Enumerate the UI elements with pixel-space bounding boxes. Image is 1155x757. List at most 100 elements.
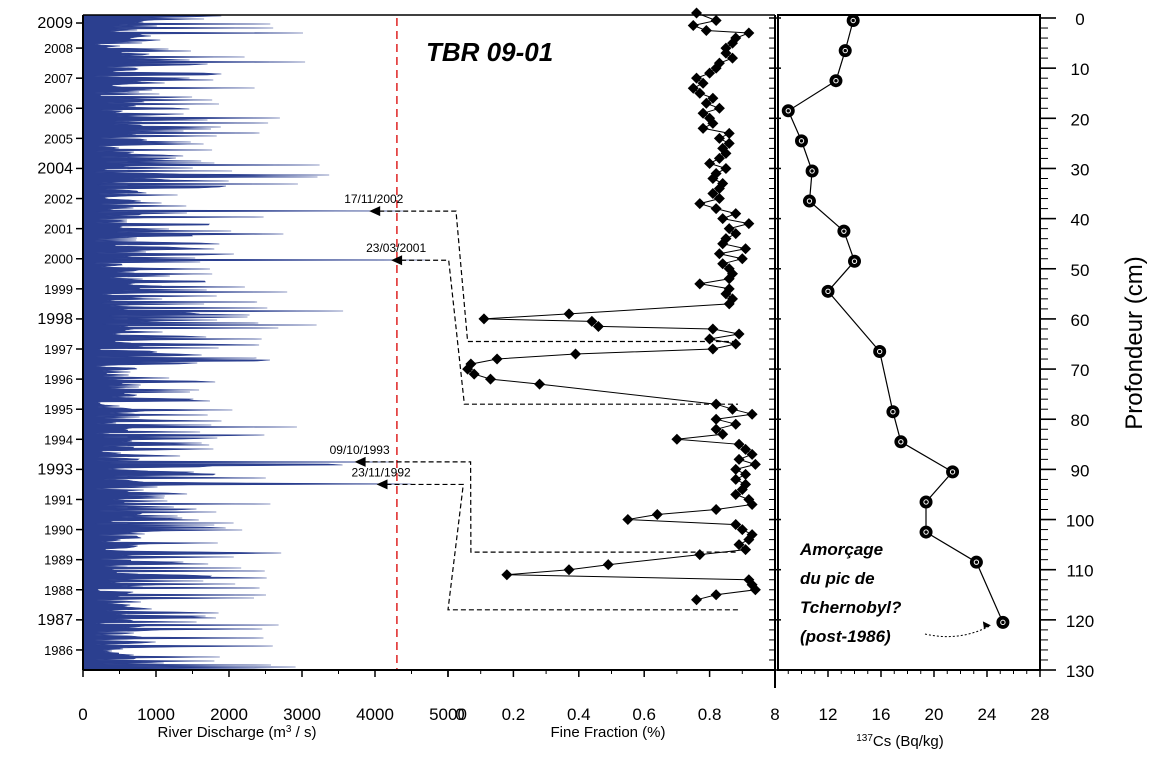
fine-fraction-point — [730, 208, 742, 220]
year-label: 1999 — [44, 282, 73, 297]
fine-fraction-point — [740, 443, 752, 455]
discharge-tick-label: 1000 — [137, 705, 175, 724]
cesium-point-ring — [841, 228, 847, 234]
cesium-point — [781, 104, 795, 118]
cesium-tick-label: 16 — [872, 705, 891, 724]
depth-tick-label: 10 — [1071, 60, 1090, 79]
fine-fraction-point — [733, 539, 745, 551]
depth-tick-label: 80 — [1071, 411, 1090, 430]
depth-tick-label: 20 — [1071, 110, 1090, 129]
year-label: 1987 — [37, 612, 73, 629]
cesium-tick-label: 24 — [978, 705, 997, 724]
discharge-tick-label: 2000 — [210, 705, 248, 724]
cesium-point-ring — [851, 258, 858, 264]
cesium-point — [846, 14, 860, 28]
cesium-panel — [781, 14, 1010, 629]
fine-fraction-point — [713, 102, 725, 114]
fine-fraction-point — [622, 514, 634, 526]
cesium-point — [805, 164, 819, 178]
cesium-point-ring — [876, 348, 883, 355]
fine-fraction-point — [691, 594, 703, 606]
fine-fraction-point — [740, 243, 752, 255]
depth-tick-label: 40 — [1071, 211, 1090, 230]
cesium-point — [919, 525, 933, 539]
fine-fraction-point — [462, 363, 474, 375]
depth-tick-label: 100 — [1066, 512, 1094, 531]
discharge-tick-label: 0 — [78, 705, 87, 724]
fine-fraction-panel — [462, 7, 761, 606]
fine-fraction-point — [749, 584, 761, 596]
year-label: 1996 — [44, 372, 73, 387]
fine-fraction-point — [694, 278, 706, 290]
fine-fraction-point — [733, 438, 745, 450]
fine-fraction-point — [717, 213, 729, 225]
fine-fraction-point — [746, 498, 758, 510]
flood-event-connector — [401, 259, 738, 405]
fine-fraction-point — [713, 132, 725, 144]
fine-fraction-point — [746, 408, 758, 420]
discharge-tick-label: 4000 — [356, 705, 394, 724]
year-label: 1988 — [44, 583, 73, 598]
fine-fraction-point — [746, 448, 758, 460]
cesium-point-ring — [825, 288, 831, 295]
fine-fraction-point — [710, 62, 722, 74]
fine-fraction-point — [563, 564, 575, 576]
fine-fraction-point — [743, 534, 755, 546]
cesium-point — [873, 345, 887, 359]
fine-fraction-point — [697, 122, 709, 134]
cesium-line — [787, 20, 1004, 623]
flood-event-date: 17/11/2002 — [344, 192, 403, 206]
cesium-point — [919, 495, 933, 509]
fine-fraction-point — [717, 428, 729, 440]
fine-fraction-point — [707, 172, 719, 184]
cesium-point-ring — [798, 138, 805, 144]
fine-fraction-point — [736, 483, 748, 495]
discharge-tick-label: 5000 — [429, 705, 467, 724]
fine-fraction-point — [697, 77, 709, 89]
fine-fraction-point — [710, 203, 722, 215]
cesium-point — [969, 555, 983, 569]
cesium-axis-title: 137Cs (Bq/kg) — [856, 733, 944, 751]
year-label: 2000 — [44, 252, 73, 267]
cesium-point-ring — [923, 529, 929, 535]
fine-fraction-point — [704, 157, 716, 169]
annotation-line: (post-1986) — [800, 627, 891, 646]
cesium-point — [996, 615, 1010, 629]
cesium-point — [838, 44, 852, 58]
year-label: 2004 — [37, 160, 73, 177]
fine-fraction-point — [697, 107, 709, 119]
depth-tick-label: 90 — [1071, 461, 1090, 480]
cesium-point — [837, 224, 851, 238]
fine-fraction-point — [730, 488, 742, 500]
fine-fraction-point — [723, 127, 735, 139]
depth-tick-label: 110 — [1066, 562, 1093, 581]
depth-tick-label: 60 — [1071, 311, 1090, 330]
fine-fraction-point — [749, 458, 761, 470]
year-label: 2006 — [44, 101, 73, 116]
fine-fraction-point — [710, 15, 722, 27]
depth-tick-label: 130 — [1066, 662, 1094, 681]
fine-fraction-point — [602, 559, 614, 571]
fine-fraction-point — [713, 248, 725, 260]
fine-fraction-point — [730, 519, 742, 531]
fine-fraction-point — [726, 37, 738, 49]
depth-axis-title: Profondeur (cm) — [1121, 256, 1148, 429]
fine-fraction-point — [586, 315, 598, 327]
fine-tick-label: 0.6 — [632, 705, 656, 724]
flood-event-arrowhead — [369, 206, 381, 217]
cesium-tick-label: 8 — [770, 705, 779, 724]
fine-fraction-point — [720, 288, 732, 300]
fine-axis-title: Fine Fraction (%) — [550, 724, 665, 741]
fine-tick-label: 0.4 — [567, 705, 591, 724]
depth-tick-label: 50 — [1071, 261, 1090, 280]
year-label: 2009 — [37, 15, 73, 32]
cesium-point — [886, 405, 900, 419]
discharge-tick-label: 3000 — [283, 705, 321, 724]
fine-fraction-point — [713, 183, 725, 195]
cesium-point-ring — [898, 439, 904, 445]
cesium-point-ring — [785, 108, 791, 114]
fine-fraction-point — [710, 504, 722, 516]
cesium-point — [802, 194, 816, 208]
